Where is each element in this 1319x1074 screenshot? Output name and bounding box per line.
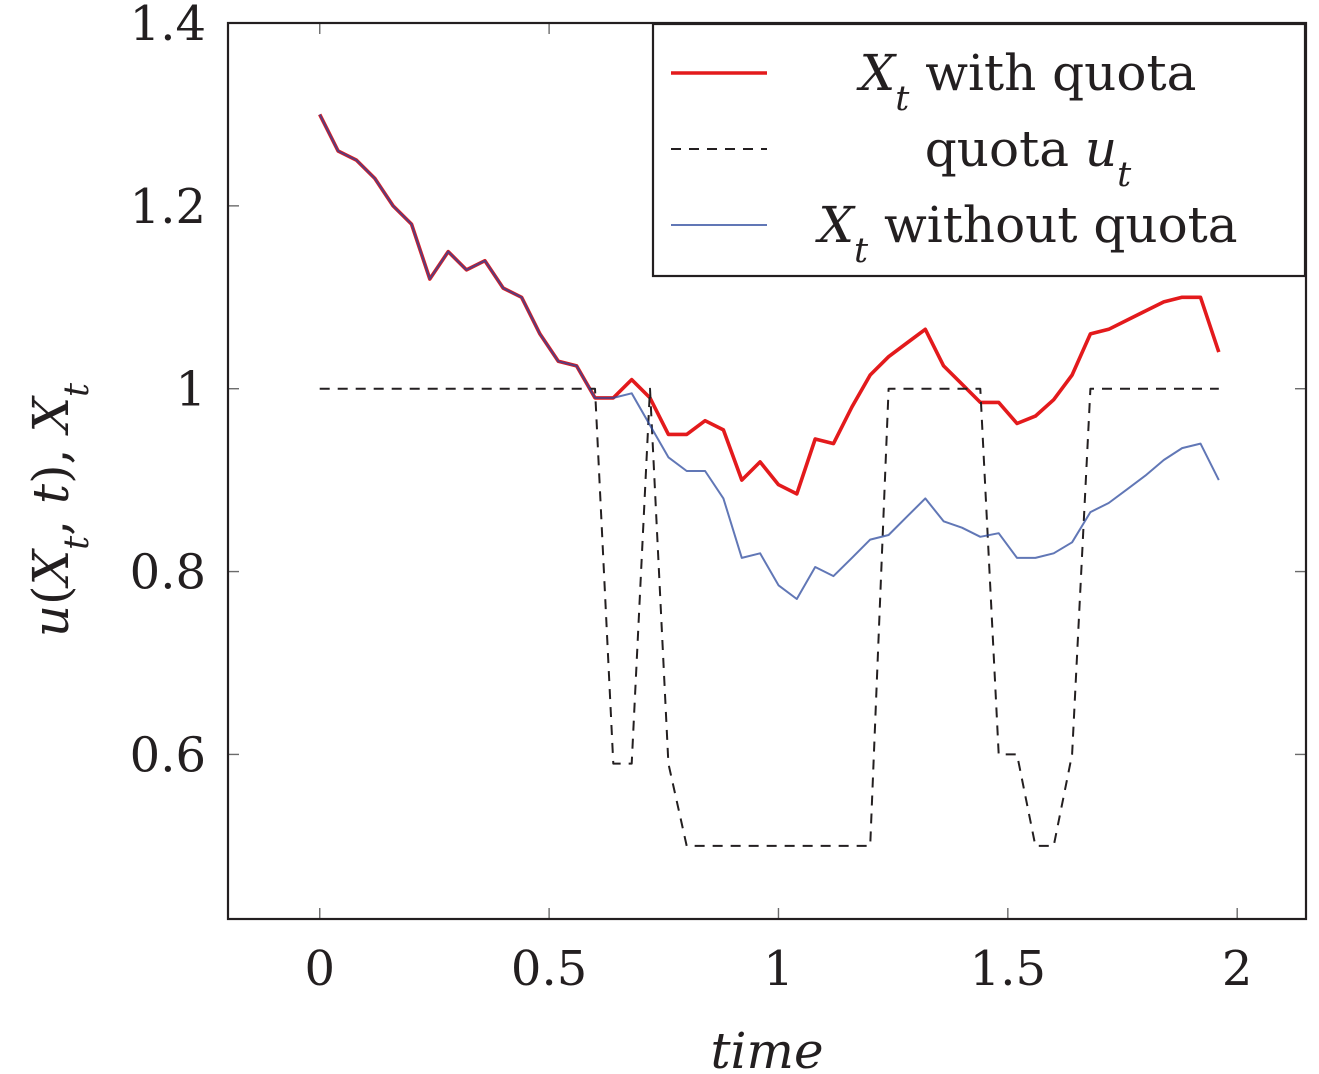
legend-label-quota: quota ut: [925, 120, 1132, 195]
x-tick-label: 2: [1222, 941, 1253, 997]
series-line-quota: [319, 387, 1219, 847]
series-lines: [318, 113, 1221, 847]
y-tick-label: 1: [175, 362, 206, 418]
x-tick-label: 0.5: [511, 941, 587, 997]
tick-labels: 0 0.5 1 1.5 2 0.6 0.8 1 1.2 1.4: [130, 0, 1253, 997]
x-tick-label: 1: [763, 941, 794, 997]
series-line-without-quota: [318, 113, 1220, 600]
y-tick-label: 1.4: [130, 0, 206, 52]
legend-label-with-quota: Xt with quota: [856, 44, 1197, 119]
y-tick-label: 0.6: [130, 727, 206, 783]
y-tick-label: 0.8: [130, 545, 206, 601]
x-axis-label: time: [710, 1022, 823, 1074]
x-tick-label: 1.5: [970, 941, 1046, 997]
x-tick-label: 0: [304, 941, 335, 997]
y-axis-label: u(Xt, t), Xt: [22, 382, 97, 637]
y-tick-label: 1.2: [130, 179, 206, 235]
legend-label-without-quota: Xt without quota: [814, 196, 1237, 271]
